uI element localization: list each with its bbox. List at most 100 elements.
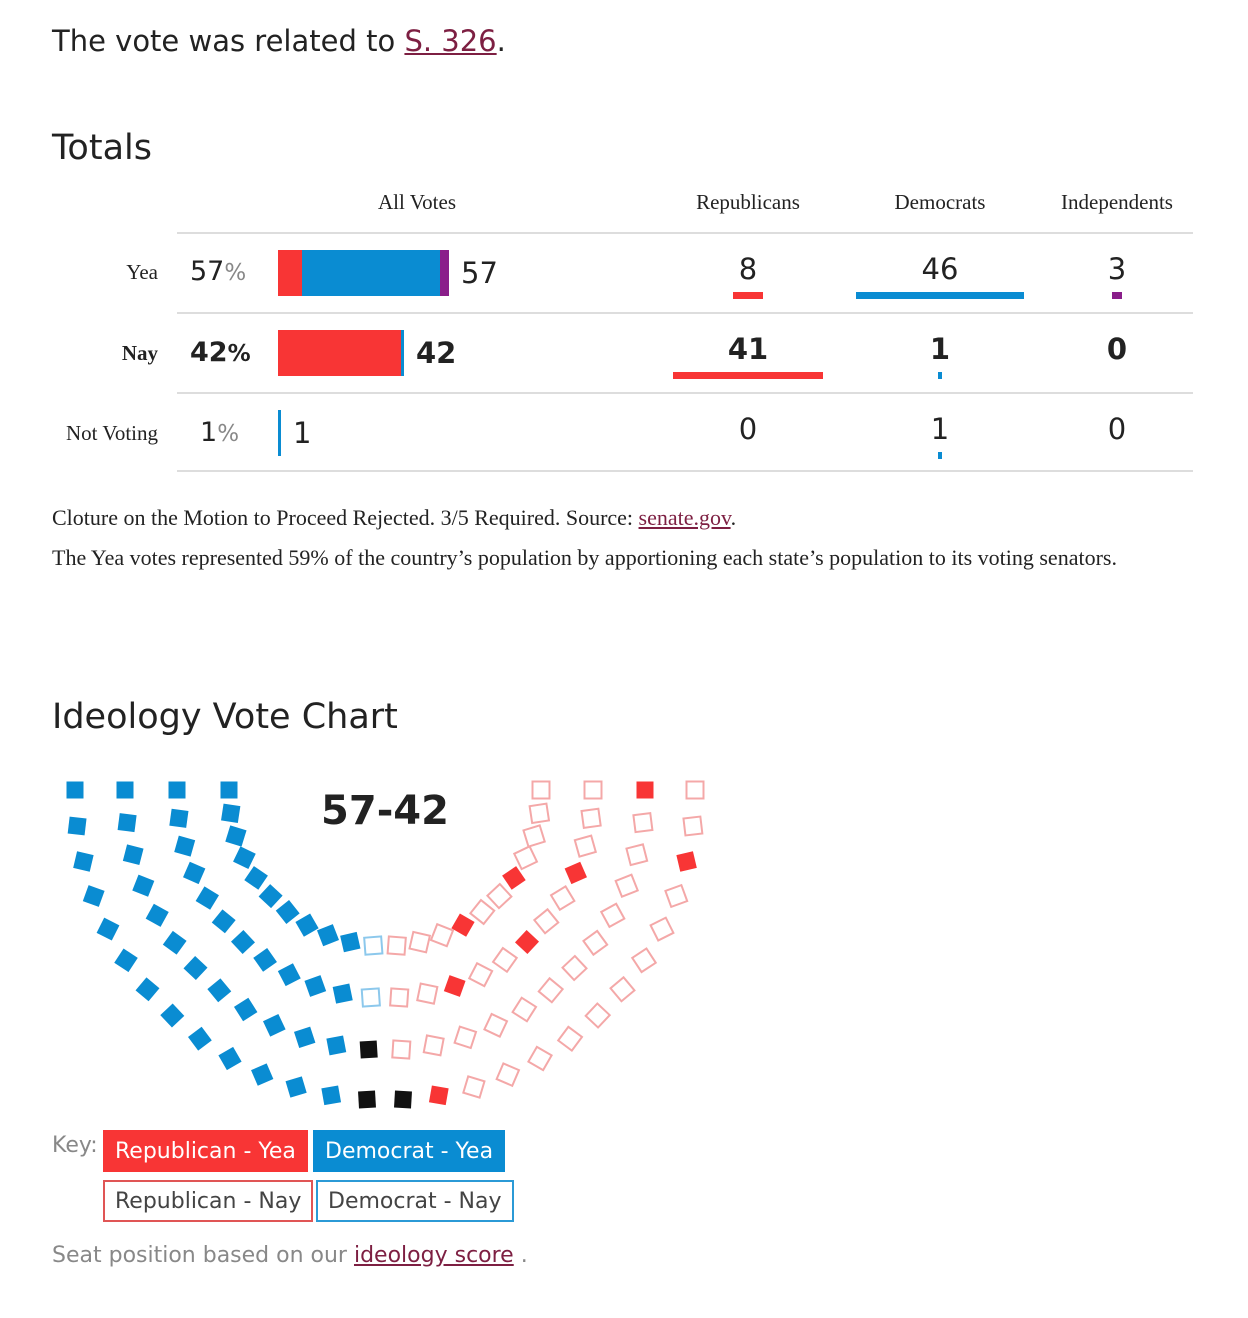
- seat-democrat-yea: [145, 903, 169, 927]
- column-header-independents: Independents: [1061, 190, 1173, 214]
- seat-republican-nay: [556, 1025, 584, 1052]
- nay-republicans-bar: [672, 372, 823, 379]
- row-divider: [177, 392, 1193, 394]
- seat-democrat-yea: [251, 1063, 274, 1086]
- seat-note: Seat position based on our ideology scor…: [52, 1243, 528, 1268]
- yea-bar-independent-segment: [440, 250, 449, 296]
- nay-percent: 42%: [190, 337, 251, 368]
- seat-democrat-yea: [304, 975, 327, 997]
- seat-republican-nay: [609, 975, 636, 1003]
- seat-republican-yea: [428, 1085, 449, 1106]
- yea-democrats: 46: [921, 252, 959, 286]
- seat-republican-nay: [386, 935, 407, 956]
- percent-sign: %: [224, 260, 247, 286]
- intro-suffix: .: [496, 24, 506, 58]
- not-voting-percent-value: 1: [200, 417, 218, 448]
- row-label-nay: Nay: [121, 341, 158, 365]
- seat-republican-nay: [532, 907, 560, 935]
- seat-independent-yea: [359, 1040, 378, 1059]
- yea-count: 57: [461, 256, 498, 290]
- bill-link[interactable]: S. 326: [404, 24, 497, 58]
- seat-republican-nay: [429, 922, 455, 948]
- seat-democrat-yea: [316, 924, 340, 947]
- seat-republican-nay: [614, 873, 640, 899]
- seat-democrat-yea: [73, 851, 94, 872]
- seat-democrat-yea: [169, 808, 189, 828]
- seat-democrat-yea: [244, 866, 268, 890]
- seat-democrat-yea: [168, 781, 186, 799]
- seat-democrat-yea: [195, 886, 219, 910]
- nay-bar-republican-segment: [278, 330, 401, 376]
- seat-democrat-yea: [117, 813, 137, 833]
- seat-democrat-nay: [363, 935, 384, 956]
- seat-republican-yea: [514, 929, 540, 955]
- seat-republican-yea: [502, 866, 526, 890]
- yea-percent: 57%: [190, 256, 246, 287]
- ideology-heading: Ideology Vote Chart: [52, 697, 398, 737]
- row-divider: [177, 232, 1193, 234]
- seat-republican-nay: [583, 780, 603, 800]
- seat-republican-nay: [561, 954, 588, 982]
- row-divider: [177, 312, 1193, 314]
- population-note: The Yea votes represented 59% of the cou…: [52, 545, 1117, 570]
- result-note-text: Cloture on the Motion to Proceed Rejecte…: [52, 505, 639, 530]
- ideology-score-link[interactable]: ideology score: [353, 1243, 514, 1268]
- seat-democrat-yea: [225, 825, 247, 847]
- not-voting-independents: 0: [1107, 412, 1127, 446]
- intro-prefix: The vote was related to: [52, 24, 405, 58]
- seat-republican-nay: [527, 1045, 553, 1072]
- nay-independents: 0: [1106, 332, 1128, 366]
- seat-republican-nay: [531, 780, 551, 800]
- seat-republican-nay: [582, 929, 609, 957]
- source-link[interactable]: senate.gov: [638, 505, 731, 530]
- seat-republican-nay: [630, 947, 658, 974]
- seat-republican-nay: [512, 845, 539, 871]
- nay-republicans: 41: [727, 332, 769, 366]
- seat-democrat-yea: [66, 781, 84, 799]
- ideology-seat-chart: 57-42: [66, 780, 705, 1109]
- nay-percent-value: 42: [190, 337, 228, 368]
- seat-note-text: Seat position based on our: [52, 1243, 354, 1268]
- seat-republican-nay: [391, 1039, 412, 1060]
- seat-republican-nay: [649, 916, 675, 942]
- seat-republican-nay: [632, 811, 654, 834]
- percent-sign: %: [217, 421, 240, 447]
- seat-democrat-yea: [207, 978, 232, 1003]
- seat-republican-yea: [636, 781, 654, 799]
- seat-democrat-yea: [326, 1035, 347, 1056]
- seat-democrat-yea: [285, 1076, 307, 1098]
- nay-count: 42: [416, 336, 457, 370]
- yea-bar-democrat-segment: [302, 250, 440, 296]
- not-voting-democrats-bar: [938, 452, 942, 459]
- seat-democrat-yea: [82, 885, 105, 907]
- seat-democrat-yea: [96, 917, 120, 941]
- yea-independents: 3: [1107, 252, 1127, 286]
- seat-democrat-yea: [183, 861, 206, 885]
- row-label-yea: Yea: [126, 260, 158, 284]
- not-voting-percent: 1%: [200, 417, 239, 448]
- seat-democrat-yea: [116, 781, 134, 799]
- nay-democrats: 1: [929, 332, 951, 366]
- seat-democrat-yea: [262, 1013, 286, 1037]
- seat-republican-nay: [495, 1062, 521, 1088]
- seat-republican-nay: [625, 843, 649, 867]
- key-label: Key:: [52, 1133, 98, 1158]
- seat-democrat-yea: [162, 930, 187, 955]
- seat-democrat-yea: [295, 913, 319, 937]
- seat-independent-yea: [394, 1090, 412, 1109]
- not-voting-republicans: 0: [738, 412, 758, 446]
- seat-republican-nay: [685, 780, 705, 800]
- intro-text: The vote was related to S. 326.: [52, 24, 506, 58]
- seat-republican-yea: [451, 913, 475, 937]
- yea-republicans: 8: [738, 252, 758, 286]
- key-democrat-nay: Democrat - Nay: [316, 1180, 514, 1222]
- yea-republicans-bar: [733, 292, 763, 299]
- seat-democrat-yea: [321, 1085, 342, 1106]
- seat-democrat-yea: [293, 1026, 316, 1049]
- result-note-suffix: .: [730, 505, 737, 530]
- seat-democrat-yea: [114, 948, 138, 973]
- key-democrat-yea: Democrat - Yea: [313, 1130, 506, 1172]
- not-voting-bar: [278, 410, 281, 456]
- seat-republican-nay: [580, 807, 602, 830]
- seat-republican-nay: [584, 1002, 612, 1029]
